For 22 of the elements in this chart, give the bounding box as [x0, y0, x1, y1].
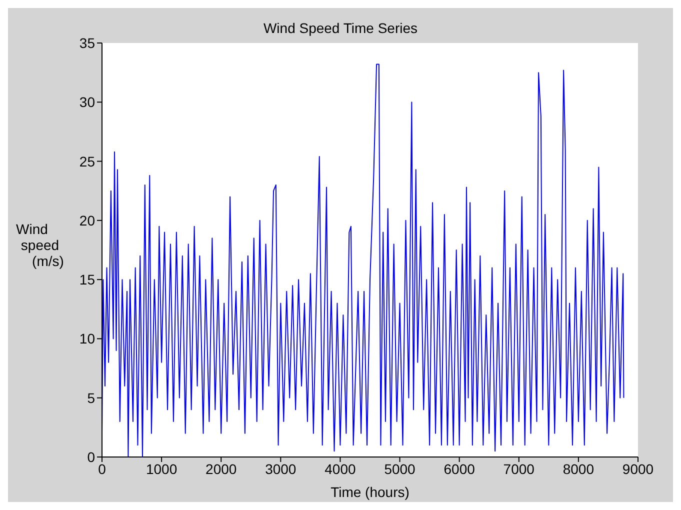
y-tick-label: 5	[87, 390, 96, 406]
y-tick-label: 10	[79, 330, 96, 347]
y-tick-label: 35	[79, 34, 96, 51]
chart-title: Wind Speed Time Series	[263, 20, 418, 36]
x-tick-label: 0	[98, 460, 106, 477]
x-tick-label: 1000	[146, 460, 178, 477]
y-tick-label: 30	[79, 94, 96, 110]
x-tick-label: 6000	[444, 460, 476, 477]
y-tick-label: 20	[79, 212, 96, 228]
x-tick-label: 9000	[622, 460, 654, 477]
line-series	[102, 64, 624, 457]
y-tick-label: 25	[79, 153, 96, 170]
x-tick-label: 2000	[206, 460, 237, 477]
x-tick-label: 8000	[562, 460, 594, 477]
x-tick-label: 5000	[384, 460, 416, 477]
y-axis-title: Wind speed (m/s)	[16, 221, 64, 269]
x-tick-label: 4000	[324, 460, 356, 477]
y-tick-label: 15	[79, 272, 96, 288]
x-tick-label: 7000	[503, 460, 535, 477]
x-axis-title: Time (hours)	[330, 484, 410, 500]
y-tick-label: 0	[87, 448, 96, 465]
x-tick-label: 3000	[265, 460, 296, 477]
